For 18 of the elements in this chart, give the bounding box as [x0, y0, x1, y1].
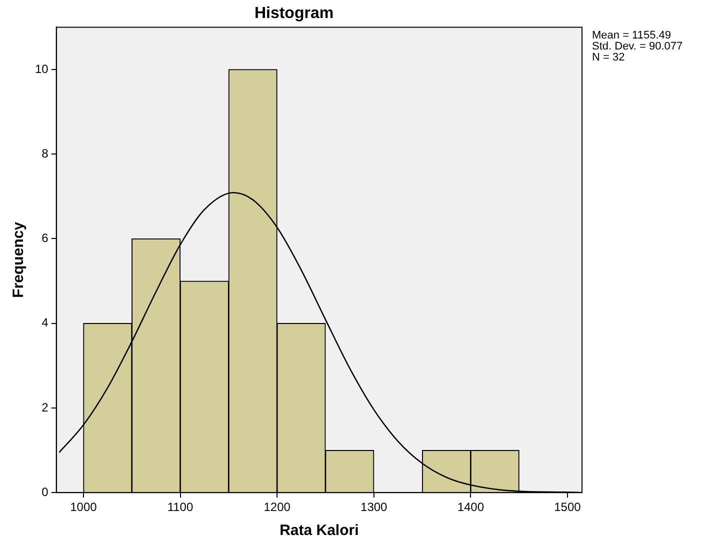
- x-tick-label: 1300: [360, 500, 388, 514]
- x-tick-label: 1000: [70, 500, 98, 514]
- y-tick-label: 10: [34, 62, 49, 76]
- y-tick-label: 6: [42, 231, 49, 246]
- chart-title: Histogram: [254, 5, 334, 22]
- x-axis-title: Rata Kalori: [280, 522, 359, 540]
- text: Mean = 1155.49: [592, 30, 671, 42]
- y-axis-title: Frequency: [10, 221, 28, 298]
- x-tick-label: 1200: [264, 500, 291, 514]
- x-tick-label: 1100: [167, 500, 194, 514]
- x-tick-label: 1400: [457, 500, 484, 514]
- y-tick-label: 2: [42, 400, 49, 414]
- text: Std. Dev. = 90.077: [592, 40, 683, 53]
- x-tick-label: 1500: [554, 500, 582, 514]
- y-tick-label: 4: [42, 316, 49, 330]
- text: N = 32: [592, 52, 625, 64]
- y-tick-label: 8: [42, 146, 49, 160]
- y-tick-label: 0: [42, 484, 49, 499]
